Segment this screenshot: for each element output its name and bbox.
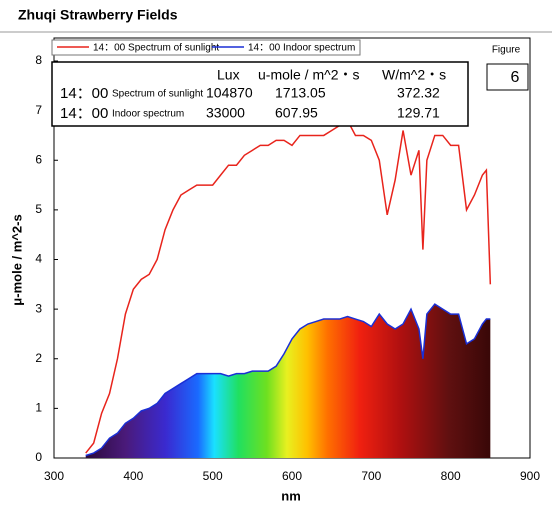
y-tick-label: 5: [35, 202, 42, 216]
y-tick-label: 8: [35, 53, 42, 67]
x-tick-label: 500: [203, 469, 223, 483]
table-cell: 1713.05: [275, 85, 326, 101]
plot: 300 400 500 600 700 800 900 0 1 2 3 4 5 6 7 8: [35, 53, 540, 483]
y-tick-label: 3: [35, 301, 42, 315]
table-cell: 14：00: [60, 85, 108, 102]
chart-title: Zhuqi Strawberry Fields: [18, 7, 178, 23]
table-cell: Indoor spectrum: [112, 109, 184, 120]
table-cell: 607.95: [275, 105, 318, 121]
y-axis-label: μ-mole / m^2-s: [9, 214, 24, 305]
table-cell: Spectrum of sunlight: [112, 89, 203, 100]
series-line: [85, 119, 492, 454]
legend-label: 14：00 Spectrum of sunlight: [93, 43, 219, 54]
y-tick-label: 2: [35, 351, 42, 365]
table-cell: 33000: [206, 105, 245, 121]
figure-number: 6: [511, 69, 520, 86]
x-tick-label: 400: [123, 469, 143, 483]
y-tick-label: 4: [35, 252, 42, 266]
table-cell: 129.71: [397, 105, 440, 121]
series-line: [85, 303, 491, 457]
table-header: W/m^2・s: [382, 67, 446, 83]
x-tick-label: 800: [441, 469, 461, 483]
overlay: 14：00 Spectrum of sunlight 14：00 Indoor s…: [57, 43, 446, 122]
table-header: Lux: [217, 67, 240, 83]
legend: [51, 39, 361, 56]
y-tick-label: 1: [35, 401, 42, 415]
x-tick-label: 700: [361, 469, 381, 483]
y-tick-label: 0: [35, 450, 42, 464]
indoor-area: [85, 304, 491, 458]
y-tick-label: 7: [35, 103, 42, 117]
legend-label: 14：00 Indoor spectrum: [248, 43, 355, 54]
stats-table: [51, 61, 469, 127]
figure-label: Figure: [492, 45, 521, 56]
x-tick-label: 600: [282, 469, 302, 483]
table-header: u-mole / m^2・s: [258, 67, 359, 83]
x-tick-label: 900: [520, 469, 540, 483]
table-cell: 372.32: [397, 85, 440, 101]
y-tick-label: 6: [35, 152, 42, 166]
figure-box: [486, 63, 529, 91]
x-axis-label: nm: [281, 488, 301, 503]
table-cell: 14：00: [60, 105, 108, 122]
table-cell: 104870: [206, 85, 253, 101]
x-tick-label: 300: [44, 469, 64, 483]
